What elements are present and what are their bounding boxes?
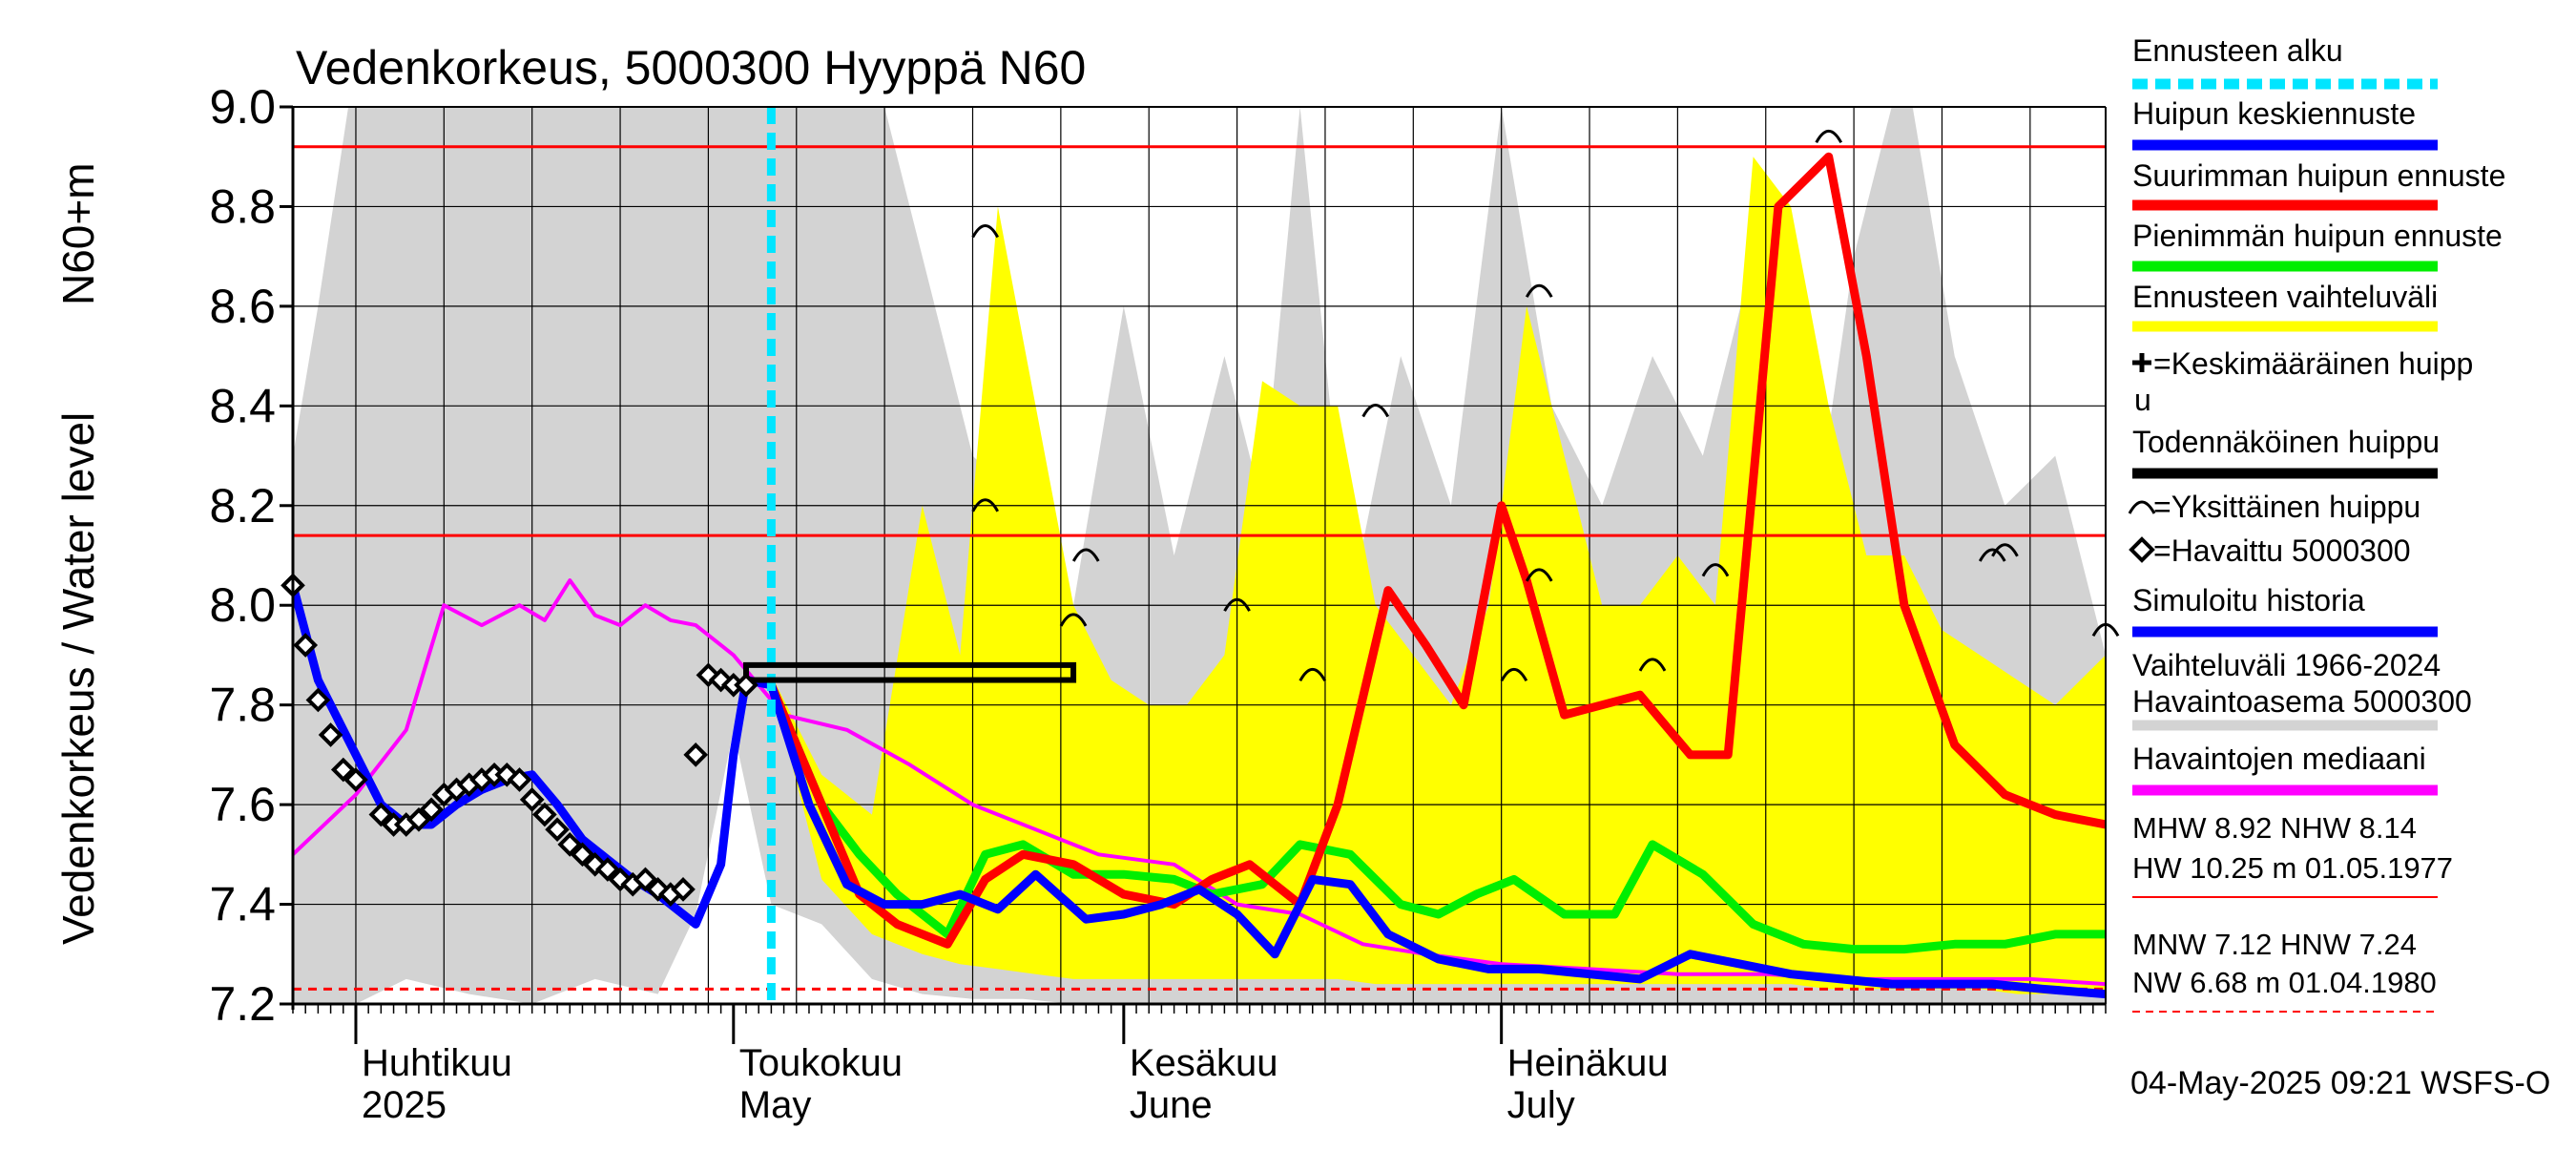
legend-label: =Yksittäinen huippu: [2153, 490, 2420, 524]
x-month-sublabel: July: [1507, 1084, 1575, 1126]
legend-label: Ennusteen alku: [2132, 33, 2343, 68]
observed-point: [582, 851, 608, 877]
range-bands: [293, 107, 2106, 1004]
legend-label: Vaihteluväli 1966-2024: [2132, 648, 2441, 682]
observed-point: [570, 842, 595, 868]
x-month-sublabel: May: [739, 1084, 812, 1126]
y-tick-label: 9.0: [209, 80, 276, 134]
observed-point: [671, 877, 696, 902]
x-month-label: Kesäkuu: [1130, 1042, 1278, 1084]
reference-lines: [293, 145, 2106, 991]
single-peak-marker: [1361, 404, 1390, 418]
observed-point: [293, 633, 319, 658]
observed-point: [734, 672, 758, 698]
stats-line: MNW 7.12 HNW 7.24: [2132, 928, 2417, 961]
y-tick-label: 7.2: [209, 977, 276, 1031]
series-max_peak: [766, 152, 2106, 949]
observed-point: [545, 817, 570, 843]
legend-label-continued: u: [2134, 383, 2151, 417]
chart-title: Vedenkorkeus, 5000300 Hyyppä N60: [296, 41, 1086, 94]
legend-label: =Havaittu 5000300: [2153, 533, 2411, 568]
y-axis-label: Vedenkorkeus / Water level: [53, 412, 103, 945]
stats-line: MHW 8.92 NHW 8.14: [2132, 811, 2417, 845]
single-peak-marker: [1525, 568, 1553, 582]
observed-point: [532, 802, 557, 827]
series-min_peak: [766, 680, 2106, 954]
series-markers: [280, 129, 2120, 907]
legend-label: Simuloitu historia: [2132, 583, 2365, 617]
single-peak-marker: [1500, 667, 1528, 682]
observed-point: [708, 667, 734, 693]
legend-label-continued: Havaintoasema 5000300: [2132, 684, 2472, 719]
chart-labels: Vedenkorkeus, 5000300 Hyyppä N60 N60+m V…: [53, 41, 2550, 1101]
axes: 9.0 8.8 8.6 8.4 8.2 8.0 7.8 7.6 7.4 7.2 Huhtikuu20…: [209, 80, 2107, 1126]
legend-label: Pienimmän huipun ennuste: [2132, 219, 2503, 253]
y-axis-unit-label: N60+m: [53, 162, 103, 305]
x-month-sublabel: June: [1130, 1084, 1213, 1126]
single-peak-marker: [1978, 548, 2006, 562]
y-tick-label: 8.4: [209, 379, 276, 432]
legend-arc-icon: [2128, 500, 2156, 514]
single-peak-marker: [1991, 543, 2019, 557]
y-tick-label: 8.0: [209, 578, 276, 632]
single-peak-marker: [1815, 129, 1843, 144]
observed-point: [368, 802, 394, 827]
observed-point: [343, 767, 368, 792]
observed-point: [683, 742, 709, 767]
legend-label: Havaintojen mediaani: [2132, 742, 2426, 776]
legend-label: Suurimman huipun ennuste: [2132, 158, 2505, 193]
series-mean_peak: [766, 680, 2106, 999]
observed-point: [633, 867, 658, 892]
observed-point: [519, 787, 545, 812]
probable-peak-box: [743, 661, 1077, 683]
stats-line: NW 6.68 m 01.04.1980: [2132, 966, 2437, 999]
observed-point: [406, 806, 431, 832]
single-peak-marker: [971, 498, 1000, 512]
observed-point: [595, 857, 620, 882]
single-peak-marker: [971, 224, 1000, 239]
stats-line: HW 10.25 m 01.05.1977: [2132, 851, 2453, 885]
y-tick-label: 8.8: [209, 179, 276, 233]
x-month-label: Heinäkuu: [1507, 1042, 1669, 1084]
x-month-label: Toukokuu: [739, 1042, 903, 1084]
observed-point: [419, 797, 444, 823]
single-peak-marker: [1071, 548, 1100, 562]
y-tick-label: 8.6: [209, 280, 276, 333]
x-month-sublabel: 2025: [362, 1084, 447, 1126]
single-peak-marker: [1638, 658, 1667, 672]
legend: Ennusteen alku Huipun keskiennuste Suurimm…: [2128, 33, 2505, 1013]
y-tick-label: 7.8: [209, 679, 276, 732]
single-peak-marker: [1298, 667, 1327, 682]
legend-label: Todennäköinen huippu: [2132, 425, 2440, 459]
single-peak-marker: [1059, 613, 1088, 627]
x-month-label: Huhtikuu: [362, 1042, 512, 1084]
legend-diamond-icon: [2129, 536, 2155, 563]
single-peak-marker: [1223, 597, 1251, 612]
observed-point: [318, 722, 343, 747]
observed-point: [507, 767, 532, 792]
band-forecast_range: [771, 157, 2106, 994]
single-peak-marker: [1525, 283, 1553, 298]
legend-label: =Keskimääräinen huipp: [2153, 346, 2473, 381]
y-tick-label: 8.2: [209, 479, 276, 533]
footer-timestamp: 04-May-2025 09:21 WSFS-O: [2130, 1065, 2550, 1101]
y-tick-label: 7.6: [209, 778, 276, 831]
legend-label: Ennusteen vaihteluväli: [2132, 280, 2438, 314]
single-peak-marker: [1701, 563, 1730, 577]
observed-point: [305, 687, 331, 713]
observed-point: [330, 757, 356, 783]
observed-point: [494, 762, 520, 787]
observed-point: [557, 832, 583, 857]
legend-label: Huipun keskiennuste: [2132, 96, 2416, 131]
y-tick-label: 7.4: [209, 878, 276, 931]
observed-point: [645, 877, 671, 902]
